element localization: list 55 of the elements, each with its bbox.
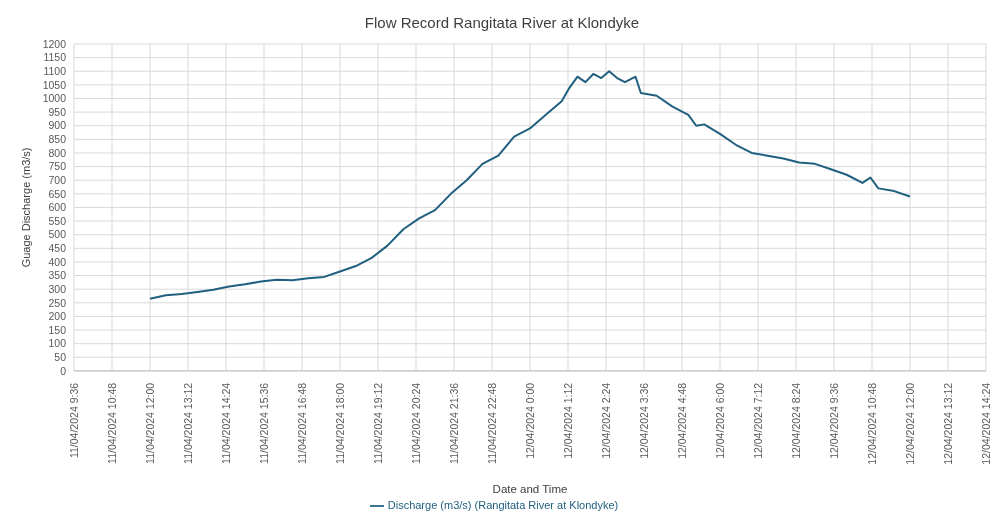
y-tick-label: 300 xyxy=(48,282,67,295)
y-tick-label: 400 xyxy=(48,255,67,268)
y-tick-label: 350 xyxy=(48,269,67,282)
x-tick-label: 12/04/2024 8:24 xyxy=(790,382,802,459)
y-tick-label: 50 xyxy=(54,351,67,364)
y-tick-label: 1100 xyxy=(43,64,67,77)
y-tick-label: 150 xyxy=(48,323,67,336)
x-tick-label: 11/04/2024 16:48 xyxy=(296,382,308,464)
y-tick-label: 250 xyxy=(48,296,67,309)
x-tick-label: 12/04/2024 0:00 xyxy=(524,382,536,459)
legend-label: Discharge (m3/s) (Rangitata River at Klondyke) xyxy=(387,498,619,511)
x-tick-label: 11/04/2024 20:24 xyxy=(410,382,422,464)
y-tick-label: 750 xyxy=(48,160,67,173)
y-tick-label: 1150 xyxy=(43,51,67,64)
y-tick-label: 1200 xyxy=(42,37,67,50)
y-tick-label: 650 xyxy=(48,187,67,200)
x-tick-label: 12/04/2024 10:48 xyxy=(866,382,878,465)
x-tick-label: 11/04/2024 13:12 xyxy=(182,382,194,464)
x-tick-label: 11/04/2024 15:36 xyxy=(258,382,270,464)
y-axis-title: Guage Discharge (m3/s) xyxy=(19,147,32,268)
x-tick-label: 11/04/2024 18:00 xyxy=(334,382,346,464)
x-tick-label: 12/04/2024 4:48 xyxy=(676,382,688,459)
x-axis-title: Date and Time xyxy=(492,482,568,495)
x-tick-label: 11/04/2024 10:48 xyxy=(106,382,118,464)
y-tick-label: 100 xyxy=(48,337,67,350)
x-tick-label: 12/04/2024 13:12 xyxy=(942,382,954,465)
y-tick-label: 600 xyxy=(48,201,67,214)
x-tick-label: 12/04/2024 1:12 xyxy=(562,382,574,459)
y-tick-label: 850 xyxy=(48,133,67,146)
y-tick-label: 800 xyxy=(48,146,67,159)
y-tick-label: 500 xyxy=(48,228,67,241)
x-tick-label: 11/04/2024 22:48 xyxy=(486,382,498,464)
y-tick-label: 450 xyxy=(48,242,67,255)
x-tick-label: 12/04/2024 12:00 xyxy=(904,382,916,465)
x-tick-label: 11/04/2024 21:36 xyxy=(448,382,460,464)
x-tick-label: 11/04/2024 12:00 xyxy=(144,382,156,464)
x-tick-label: 12/04/2024 14:24 xyxy=(980,382,992,465)
x-tick-label: 12/04/2024 6:00 xyxy=(714,382,726,459)
x-tick-label: 11/04/2024 9:36 xyxy=(68,382,80,459)
y-tick-label: 550 xyxy=(48,214,67,227)
y-tick-label: 1000 xyxy=(42,92,67,105)
x-tick-label: 11/04/2024 19:12 xyxy=(372,382,384,464)
x-tick-label: 11/04/2024 14:24 xyxy=(220,382,232,464)
y-tick-label: 950 xyxy=(48,105,67,118)
x-tick-label: 12/04/2024 9:36 xyxy=(828,382,840,459)
y-tick-label: 900 xyxy=(48,119,67,132)
y-tick-label: 0 xyxy=(60,364,67,377)
x-tick-label: 12/04/2024 7:12 xyxy=(752,382,764,459)
line-series xyxy=(149,70,911,300)
y-tick-label: 200 xyxy=(48,310,67,323)
y-tick-label: 1050 xyxy=(42,78,67,91)
chart-title: Flow Record Rangitata River at Klondyke xyxy=(363,13,641,33)
y-tick-label: 700 xyxy=(48,173,67,186)
x-tick-label: 12/04/2024 2:24 xyxy=(600,382,612,459)
x-tick-label: 12/04/2024 3:36 xyxy=(638,382,650,459)
